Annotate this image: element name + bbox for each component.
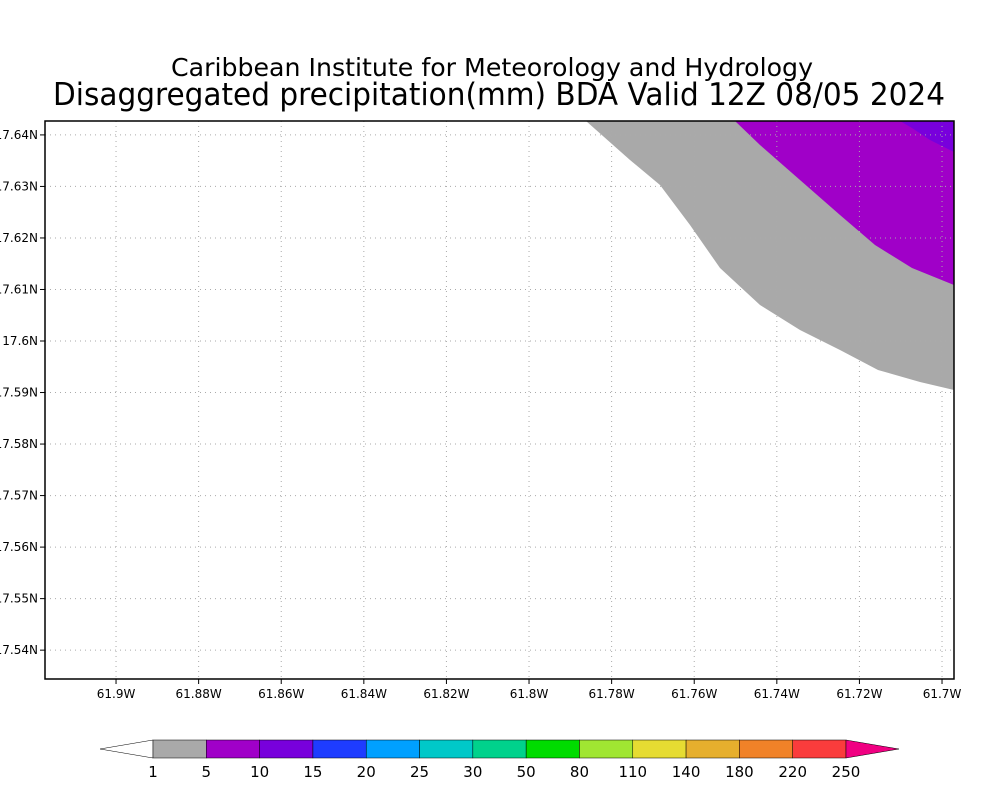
x-tick-label: 61.76W [671,687,717,701]
y-tick-label: 17.58N [0,437,38,451]
colorbar-label: 15 [303,763,322,781]
x-tick-label: 61.86W [258,687,304,701]
colorbar-label: 180 [725,763,754,781]
x-tick-label: 61.74W [754,687,800,701]
colorbar-label: 110 [618,763,647,781]
colorbar-label: 20 [357,763,376,781]
y-tick-label: 17.62N [0,231,38,245]
colorbar-label: 80 [570,763,589,781]
y-tick-label: 17.61N [0,282,38,296]
y-tick-label: 17.6N [2,334,38,348]
colorbar-box [739,739,793,759]
x-tick-label: 61.72W [836,687,882,701]
chart-subtitle: Caribbean Institute for Meteorology and … [171,53,813,82]
colorbar-box [525,739,580,759]
x-tick-label: 61.78W [589,687,635,701]
y-tick-label: 17.59N [0,386,38,400]
y-tick-label: 17.63N [0,179,38,193]
x-tick-label: 61.82W [423,687,469,701]
colorbar-box [419,739,474,759]
x-tick-label: 61.88W [176,687,222,701]
colorbar-label: 1 [148,763,158,781]
colorbar-box [472,739,527,759]
colorbar-label: 5 [202,763,212,781]
colorbar-box [312,739,367,759]
colorbar-box [685,739,740,759]
colorbar-label: 30 [463,763,482,781]
chart-title: Disaggregated precipitation(mm) BDA Vali… [53,77,945,113]
colorbar-box [792,739,847,759]
colorbar-box [579,739,634,759]
y-tick-label: 17.64N [0,128,38,142]
x-tick-label: 61.9W [97,687,136,701]
colorbar-box [152,739,207,759]
colorbar-box [259,739,314,759]
colorbar-arrow-low [99,739,154,759]
colorbar-box [206,739,260,759]
y-tick-label: 17.55N [0,592,38,606]
y-tick-label: 17.54N [0,643,38,657]
x-tick-label: 61.7W [923,687,962,701]
colorbar-box [365,739,420,759]
grid [40,121,954,684]
colorbar: 1 5 10 15 20 25 30 50 80 110 140 180 220 250 [99,739,900,781]
y-tick-label: 17.56N [0,540,38,554]
plot-frame [44,120,955,680]
contour-regions [586,121,954,390]
contour-10-15 [900,121,954,152]
colorbar-box [632,739,687,759]
contour-5-10 [735,121,954,285]
colorbar-label: 25 [410,763,429,781]
x-tick-label: 61.84W [341,687,387,701]
colorbar-label: 250 [832,763,861,781]
colorbar-arrow-high [845,739,900,759]
colorbar-label: 220 [778,763,807,781]
colorbar-label: 140 [672,763,701,781]
x-tick-label: 61.8W [510,687,549,701]
y-tick-label: 17.57N [0,489,38,503]
colorbar-label: 10 [250,763,269,781]
colorbar-label: 50 [517,763,536,781]
